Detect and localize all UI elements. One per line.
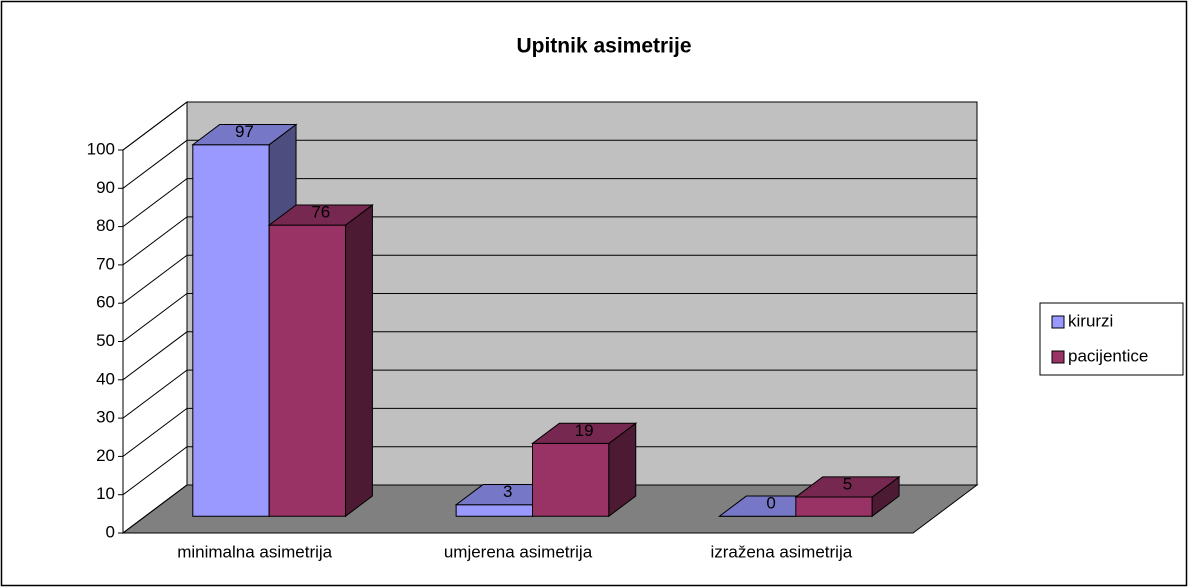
data-label: 0 (766, 494, 775, 513)
grid-line (122, 178, 977, 228)
grid-line (122, 254, 977, 304)
bar (794, 475, 901, 518)
bar-top (267, 204, 374, 226)
data-label: 97 (235, 122, 254, 141)
grid-line (122, 369, 977, 419)
bar-front (455, 504, 533, 517)
bar-front (532, 442, 610, 517)
data-label: 3 (503, 482, 512, 501)
y-tick-label: 60 (96, 293, 115, 312)
data-label: 76 (311, 203, 330, 222)
y-tick-label: 40 (96, 369, 115, 388)
data-label: 5 (843, 474, 852, 493)
bar-front (192, 144, 270, 517)
legend-label: kirurzi (1068, 311, 1113, 330)
grid-line (122, 446, 977, 496)
x-tick-label: izražena asimetrija (710, 542, 852, 561)
grid-line (122, 216, 977, 266)
bar-top (794, 476, 901, 498)
y-tick-label: 70 (96, 254, 115, 273)
y-tick-label: 100 (87, 139, 115, 158)
grid-line (122, 331, 977, 381)
bar-top (531, 422, 638, 444)
bar (531, 422, 638, 518)
grid-line (122, 101, 977, 151)
grid-line (122, 293, 977, 342)
grid-line (122, 484, 977, 534)
y-tick-label: 0 (106, 522, 115, 541)
legend-swatch (1051, 315, 1065, 329)
y-tick-label: 10 (96, 484, 115, 503)
y-tick-label: 90 (96, 178, 115, 197)
bar (267, 203, 374, 518)
bar-front (795, 496, 873, 517)
grid-line (122, 139, 977, 189)
y-tick-label: 80 (96, 216, 115, 235)
bar-side (345, 203, 373, 518)
y-tick-label: 30 (96, 408, 115, 427)
legend-swatch (1051, 350, 1065, 364)
x-tick-label: minimalna asimetrija (177, 542, 332, 561)
x-tick-label: umjerena asimetrija (444, 542, 593, 561)
legend-label: pacijentice (1068, 346, 1148, 365)
y-tick-label: 20 (96, 446, 115, 465)
chart-title: Upitnik asimetrije (516, 35, 691, 58)
bar-top (191, 124, 298, 146)
y-tick-label: 50 (96, 331, 115, 350)
grid-line (122, 407, 977, 457)
data-label: 19 (575, 421, 594, 440)
bar-front (268, 224, 347, 517)
